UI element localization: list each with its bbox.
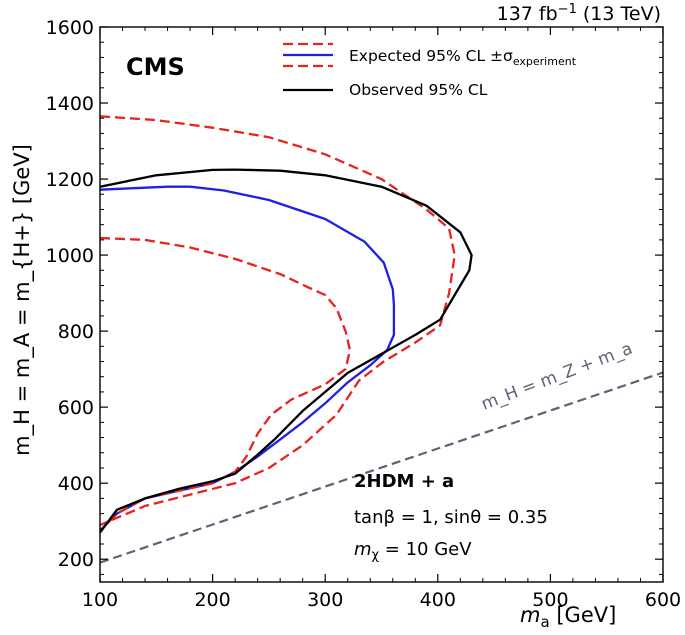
plot-frame [99, 26, 664, 583]
y-tick-label: 600 [58, 397, 94, 419]
y-tick-label: 1600 [46, 17, 94, 39]
y-tick-label: 400 [58, 473, 94, 495]
y-tick-label: 1400 [46, 93, 94, 115]
y-axis-label: m_H = m_A = m_{H+} [GeV] [10, 144, 35, 456]
legend-expected-label: Expected 95% CL ±σexperiment [349, 47, 577, 68]
model-label: 2HDM + a [354, 471, 454, 492]
x-tick-label: 400 [420, 589, 456, 611]
x-tick-label: 300 [307, 589, 343, 611]
y-tick-label: 1200 [46, 169, 94, 191]
series-line-3 [99, 168, 473, 534]
x-tick-label: 600 [645, 589, 681, 611]
legend: Expected 95% CL ±σexperiment Observed 95… [283, 42, 577, 99]
params-label-2: mχ = 10 GeV [354, 539, 472, 563]
y-tick-label: 1000 [46, 245, 94, 267]
x-tick-label: 200 [194, 589, 230, 611]
x-tick-label: 500 [532, 589, 568, 611]
y-tick-label: 800 [58, 321, 94, 343]
y-tick-label: 200 [58, 549, 94, 571]
series-line-2 [99, 236, 352, 532]
cms-label: CMS [126, 53, 185, 81]
series-line-4 [99, 371, 664, 564]
params-label-1: tanβ = 1, sinθ = 0.35 [354, 507, 548, 528]
x-axis-label: ma [GeV] [520, 603, 616, 631]
diagonal-label: m_H = m_Z + m_a [479, 339, 636, 415]
x-tick-label: 100 [82, 589, 118, 611]
lumi-label: 137 fb−1 (13 TeV) [497, 2, 661, 25]
legend-observed-label: Observed 95% CL [349, 81, 488, 99]
series-line-0 [99, 115, 456, 527]
